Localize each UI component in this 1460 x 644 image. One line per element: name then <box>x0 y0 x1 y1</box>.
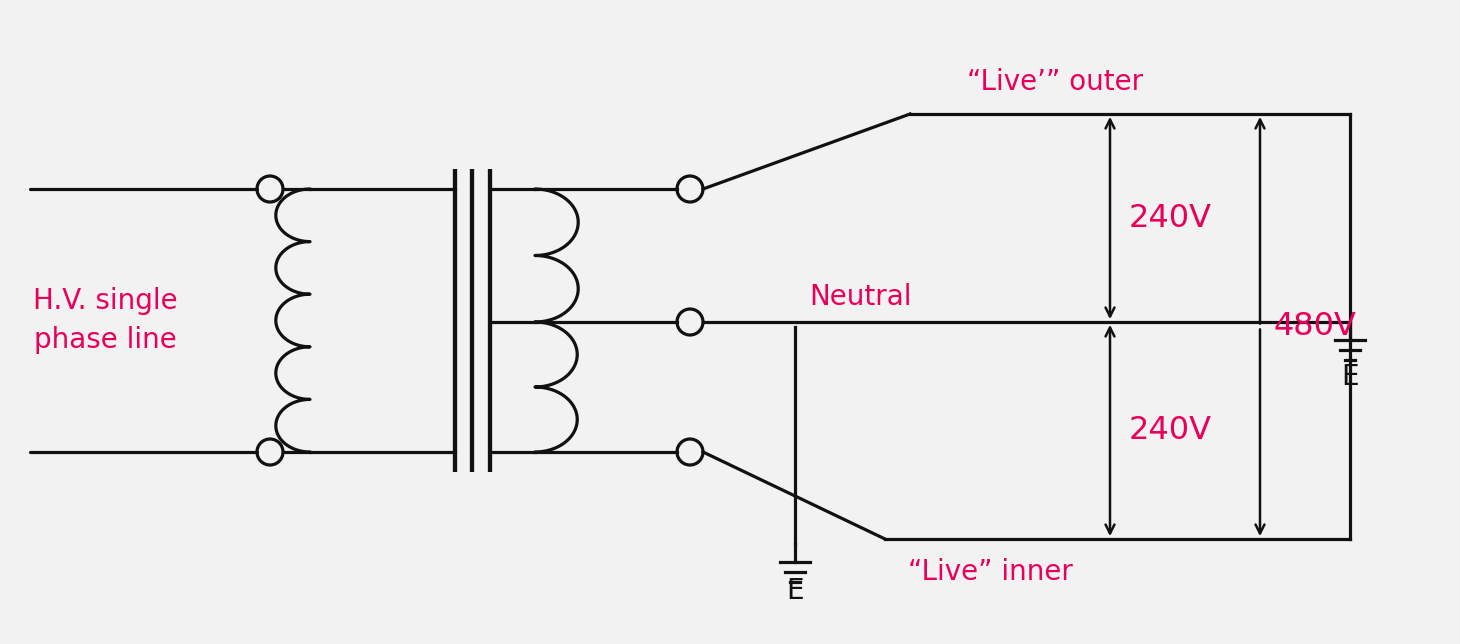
Text: 240V: 240V <box>1129 415 1212 446</box>
Text: 480V: 480V <box>1273 311 1356 342</box>
Text: 240V: 240V <box>1129 202 1212 234</box>
Text: E: E <box>1342 363 1359 391</box>
Text: H.V. single
phase line: H.V. single phase line <box>32 287 177 354</box>
Text: “Live” inner: “Live” inner <box>908 558 1073 586</box>
Text: Neutral: Neutral <box>809 283 911 311</box>
Text: “Live’” outer: “Live’” outer <box>967 68 1143 96</box>
Text: E: E <box>785 577 804 605</box>
